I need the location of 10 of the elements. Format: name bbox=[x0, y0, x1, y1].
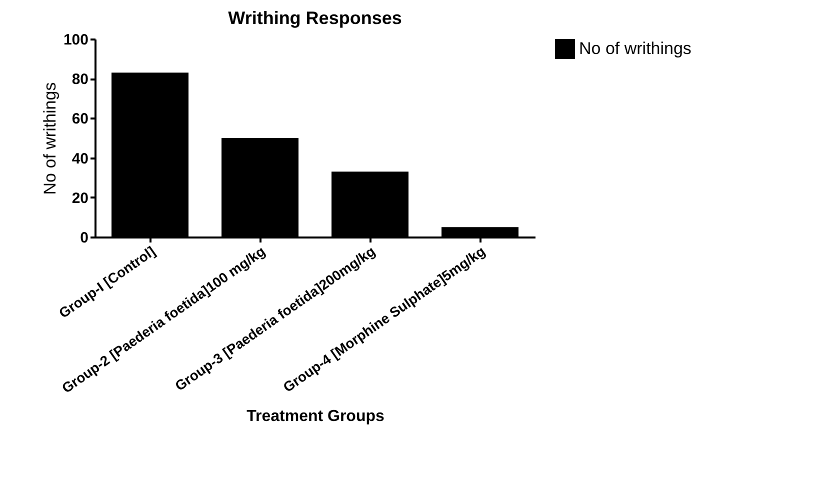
y-tick-label: 100 bbox=[63, 32, 88, 48]
y-tick-label: 80 bbox=[72, 71, 88, 88]
chart-title: Writhing Responses bbox=[228, 8, 402, 28]
y-tick-label: 20 bbox=[72, 190, 88, 207]
y-tick-label: 60 bbox=[72, 110, 88, 128]
y-tick-label: 40 bbox=[72, 150, 88, 168]
legend-label: No of writhings bbox=[579, 39, 692, 58]
y-tick-label: 0 bbox=[80, 230, 88, 246]
y-axis-title: No of writhings bbox=[40, 82, 60, 195]
x-axis-title: Treatment Groups bbox=[246, 408, 384, 426]
